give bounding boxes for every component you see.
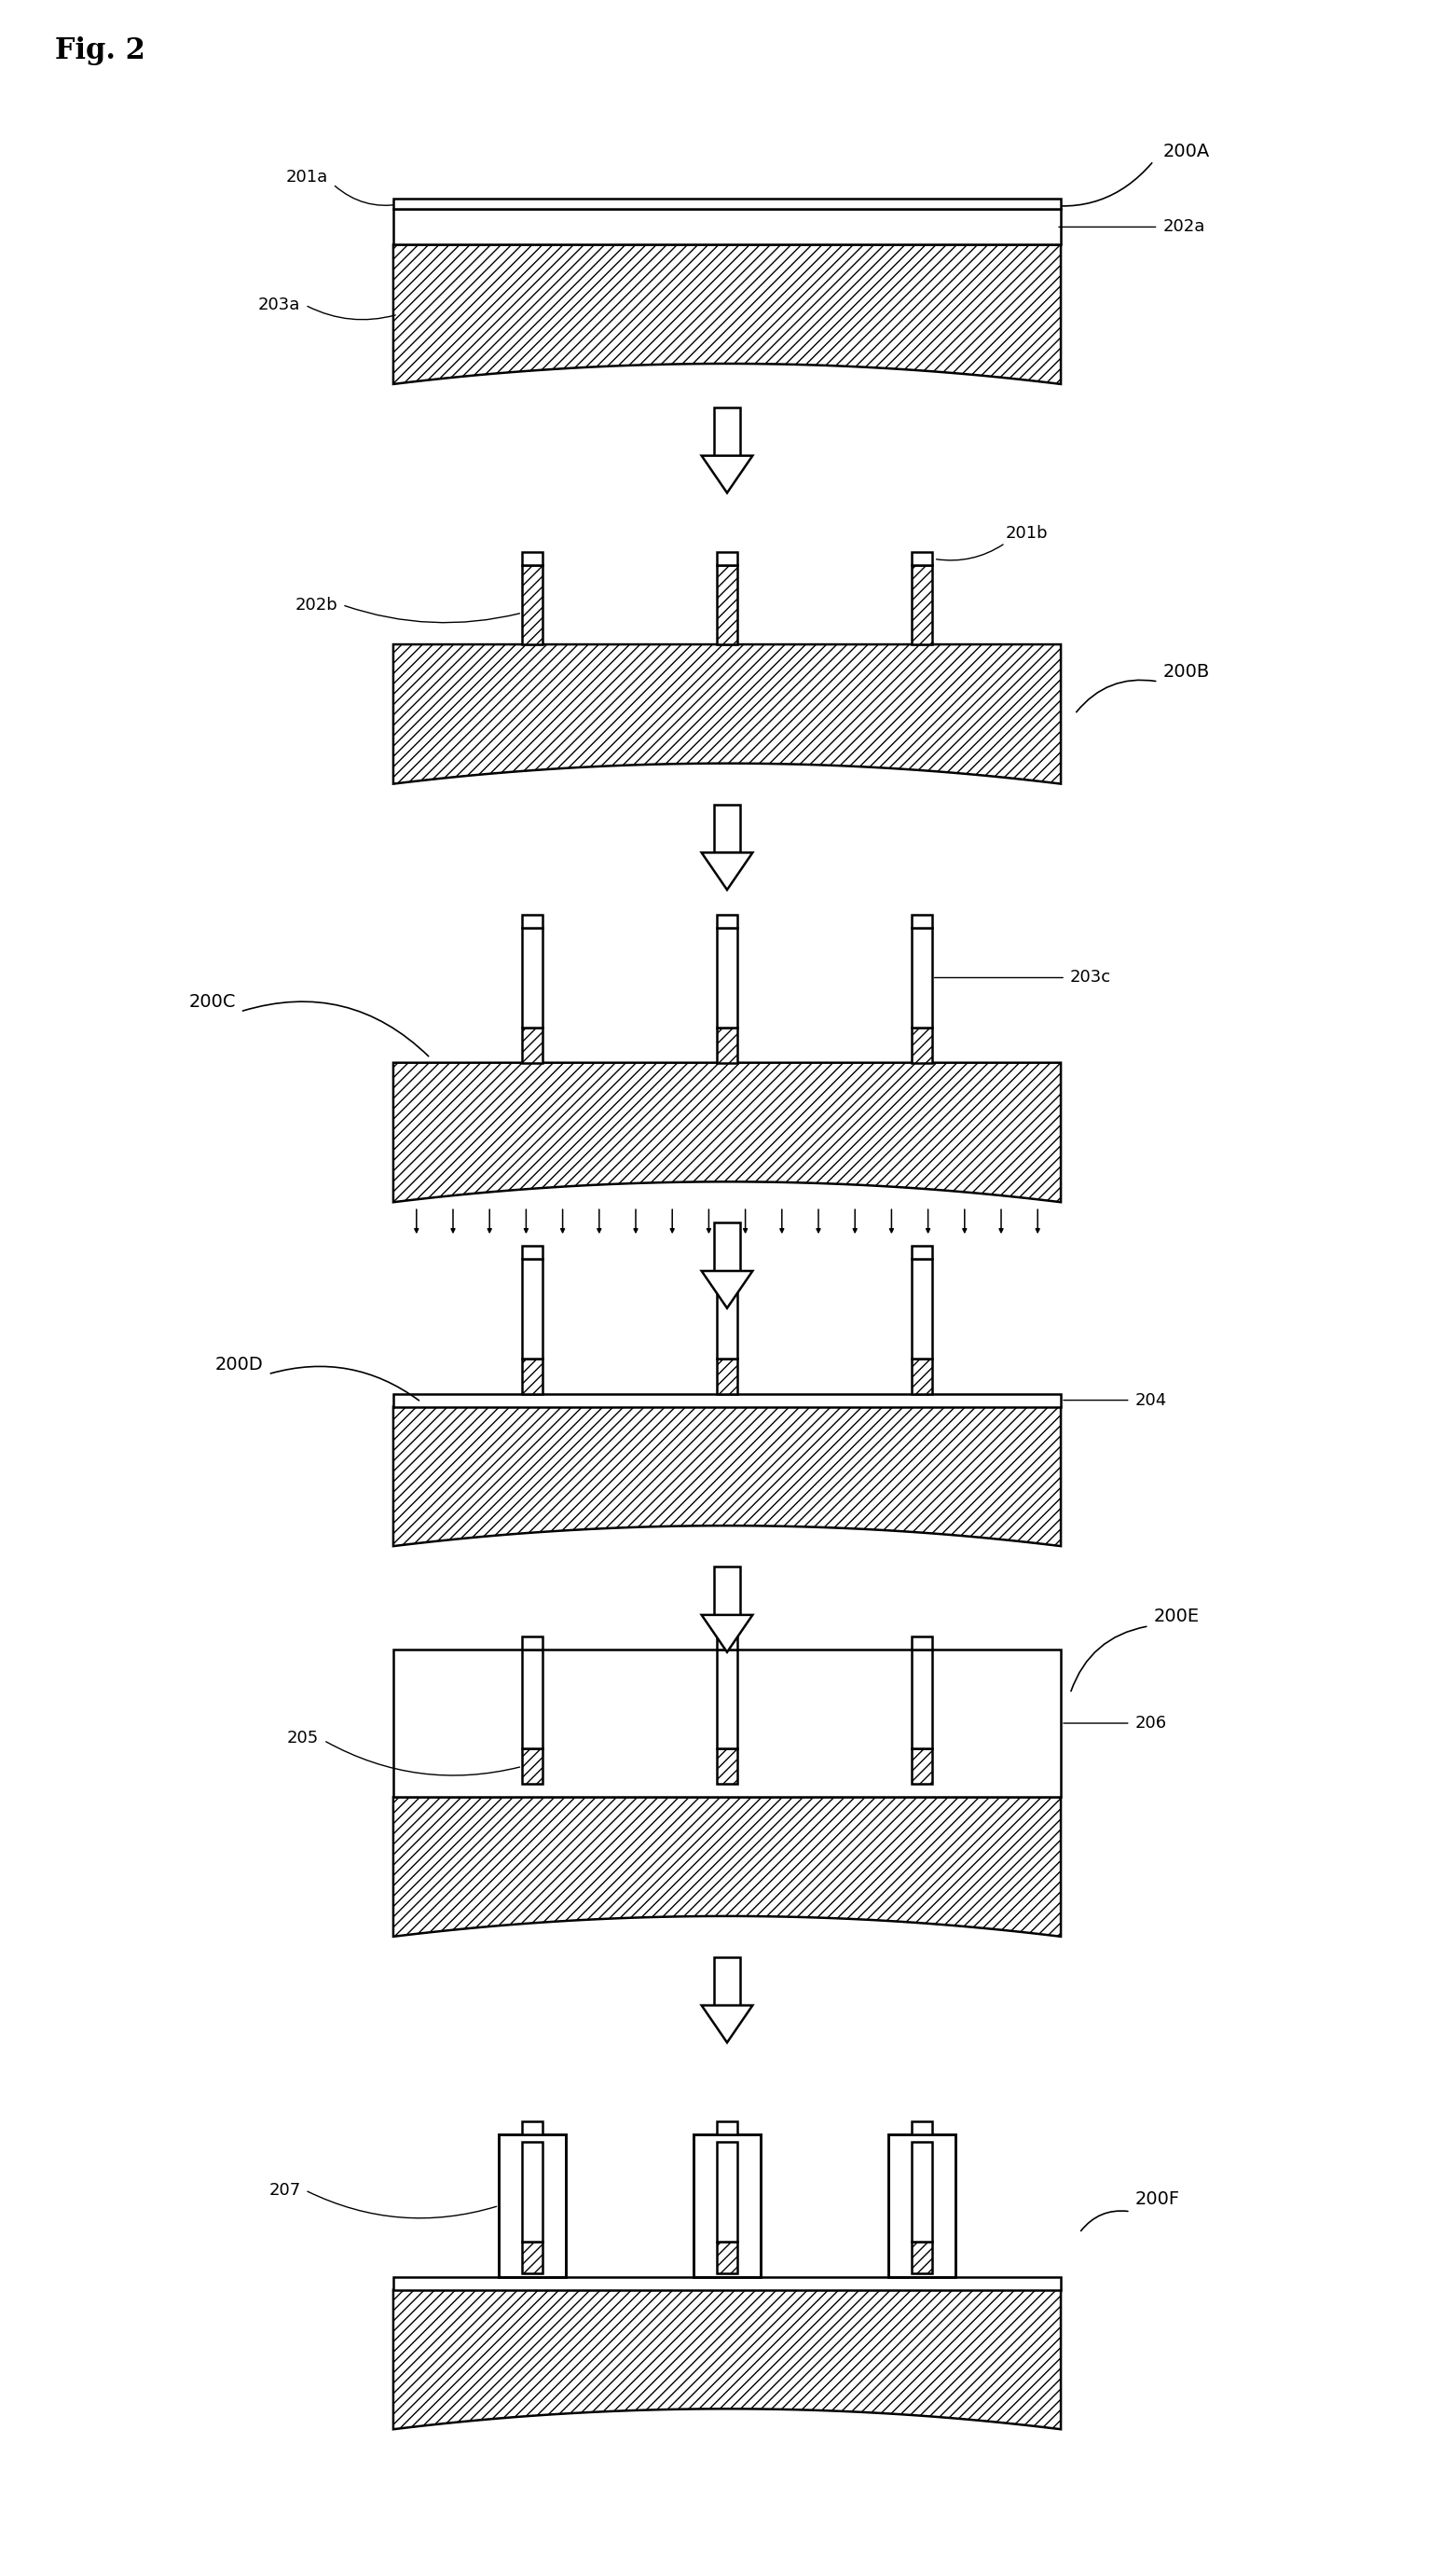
Bar xyxy=(716,2122,737,2135)
Bar xyxy=(523,1259,543,1359)
Bar xyxy=(393,1650,1061,1798)
Polygon shape xyxy=(393,1798,1061,1936)
Bar xyxy=(716,1650,737,1749)
Bar xyxy=(716,1246,737,1259)
Bar xyxy=(911,2122,932,2135)
Text: 200C: 200C xyxy=(189,994,236,1011)
Bar xyxy=(523,1246,543,1259)
Text: 202b: 202b xyxy=(296,598,338,613)
Bar xyxy=(716,927,737,1027)
Bar xyxy=(523,1027,543,1062)
Bar xyxy=(523,2143,543,2242)
Text: 206: 206 xyxy=(1136,1714,1166,1732)
Text: 205: 205 xyxy=(287,1729,319,1747)
Polygon shape xyxy=(702,2005,753,2043)
Bar xyxy=(393,2276,1061,2291)
Bar xyxy=(716,1259,737,1359)
Bar xyxy=(523,914,543,927)
Polygon shape xyxy=(393,245,1061,383)
Text: 203a: 203a xyxy=(258,296,300,314)
Bar xyxy=(523,564,543,644)
Bar xyxy=(716,1749,737,1785)
Bar xyxy=(911,927,932,1027)
Bar xyxy=(523,552,543,564)
Bar xyxy=(911,2143,932,2242)
Bar xyxy=(716,1637,737,1650)
Bar xyxy=(716,2143,737,2242)
Polygon shape xyxy=(702,853,753,889)
Bar xyxy=(523,1637,543,1650)
Polygon shape xyxy=(393,644,1061,784)
Bar xyxy=(499,2135,566,2276)
Bar xyxy=(716,564,737,644)
Text: 203c: 203c xyxy=(1070,971,1111,986)
Bar xyxy=(716,1027,737,1062)
Bar xyxy=(911,914,932,927)
Bar xyxy=(713,1566,740,1614)
Bar xyxy=(911,1749,932,1785)
Bar xyxy=(911,1246,932,1259)
Bar xyxy=(911,2242,932,2273)
Bar xyxy=(716,552,737,564)
Bar xyxy=(911,1027,932,1062)
Bar xyxy=(888,2135,955,2276)
Bar xyxy=(713,1223,740,1272)
Bar xyxy=(523,1359,543,1394)
Bar xyxy=(713,1956,740,2005)
Bar xyxy=(393,1394,1061,1407)
Bar xyxy=(911,552,932,564)
Polygon shape xyxy=(393,1062,1061,1203)
Bar xyxy=(523,2242,543,2273)
Text: Fig. 2: Fig. 2 xyxy=(55,36,146,66)
Bar xyxy=(713,805,740,853)
Polygon shape xyxy=(702,1614,753,1652)
Text: 201a: 201a xyxy=(287,169,329,186)
Bar xyxy=(693,2135,760,2276)
Text: 200A: 200A xyxy=(1163,143,1210,161)
Polygon shape xyxy=(702,455,753,493)
Bar xyxy=(393,209,1061,245)
Text: 201b: 201b xyxy=(1005,526,1048,541)
Text: 200E: 200E xyxy=(1153,1606,1200,1624)
Text: 202a: 202a xyxy=(1163,220,1206,235)
Bar xyxy=(393,199,1061,209)
Bar xyxy=(523,927,543,1027)
Bar xyxy=(911,1650,932,1749)
Text: 204: 204 xyxy=(1136,1392,1166,1410)
Text: 200F: 200F xyxy=(1136,2191,1179,2209)
Bar xyxy=(911,1359,932,1394)
Text: 200B: 200B xyxy=(1163,664,1210,682)
Bar xyxy=(523,1749,543,1785)
Polygon shape xyxy=(702,1272,753,1308)
Bar xyxy=(713,406,740,455)
Bar xyxy=(716,914,737,927)
Text: 200D: 200D xyxy=(215,1356,264,1374)
Bar xyxy=(911,564,932,644)
Bar xyxy=(716,1359,737,1394)
Bar xyxy=(716,2242,737,2273)
Polygon shape xyxy=(393,2291,1061,2429)
Polygon shape xyxy=(393,1407,1061,1545)
Text: 207: 207 xyxy=(269,2181,300,2199)
Bar xyxy=(911,1259,932,1359)
Bar xyxy=(523,1650,543,1749)
Bar xyxy=(523,2122,543,2135)
Bar xyxy=(911,1637,932,1650)
